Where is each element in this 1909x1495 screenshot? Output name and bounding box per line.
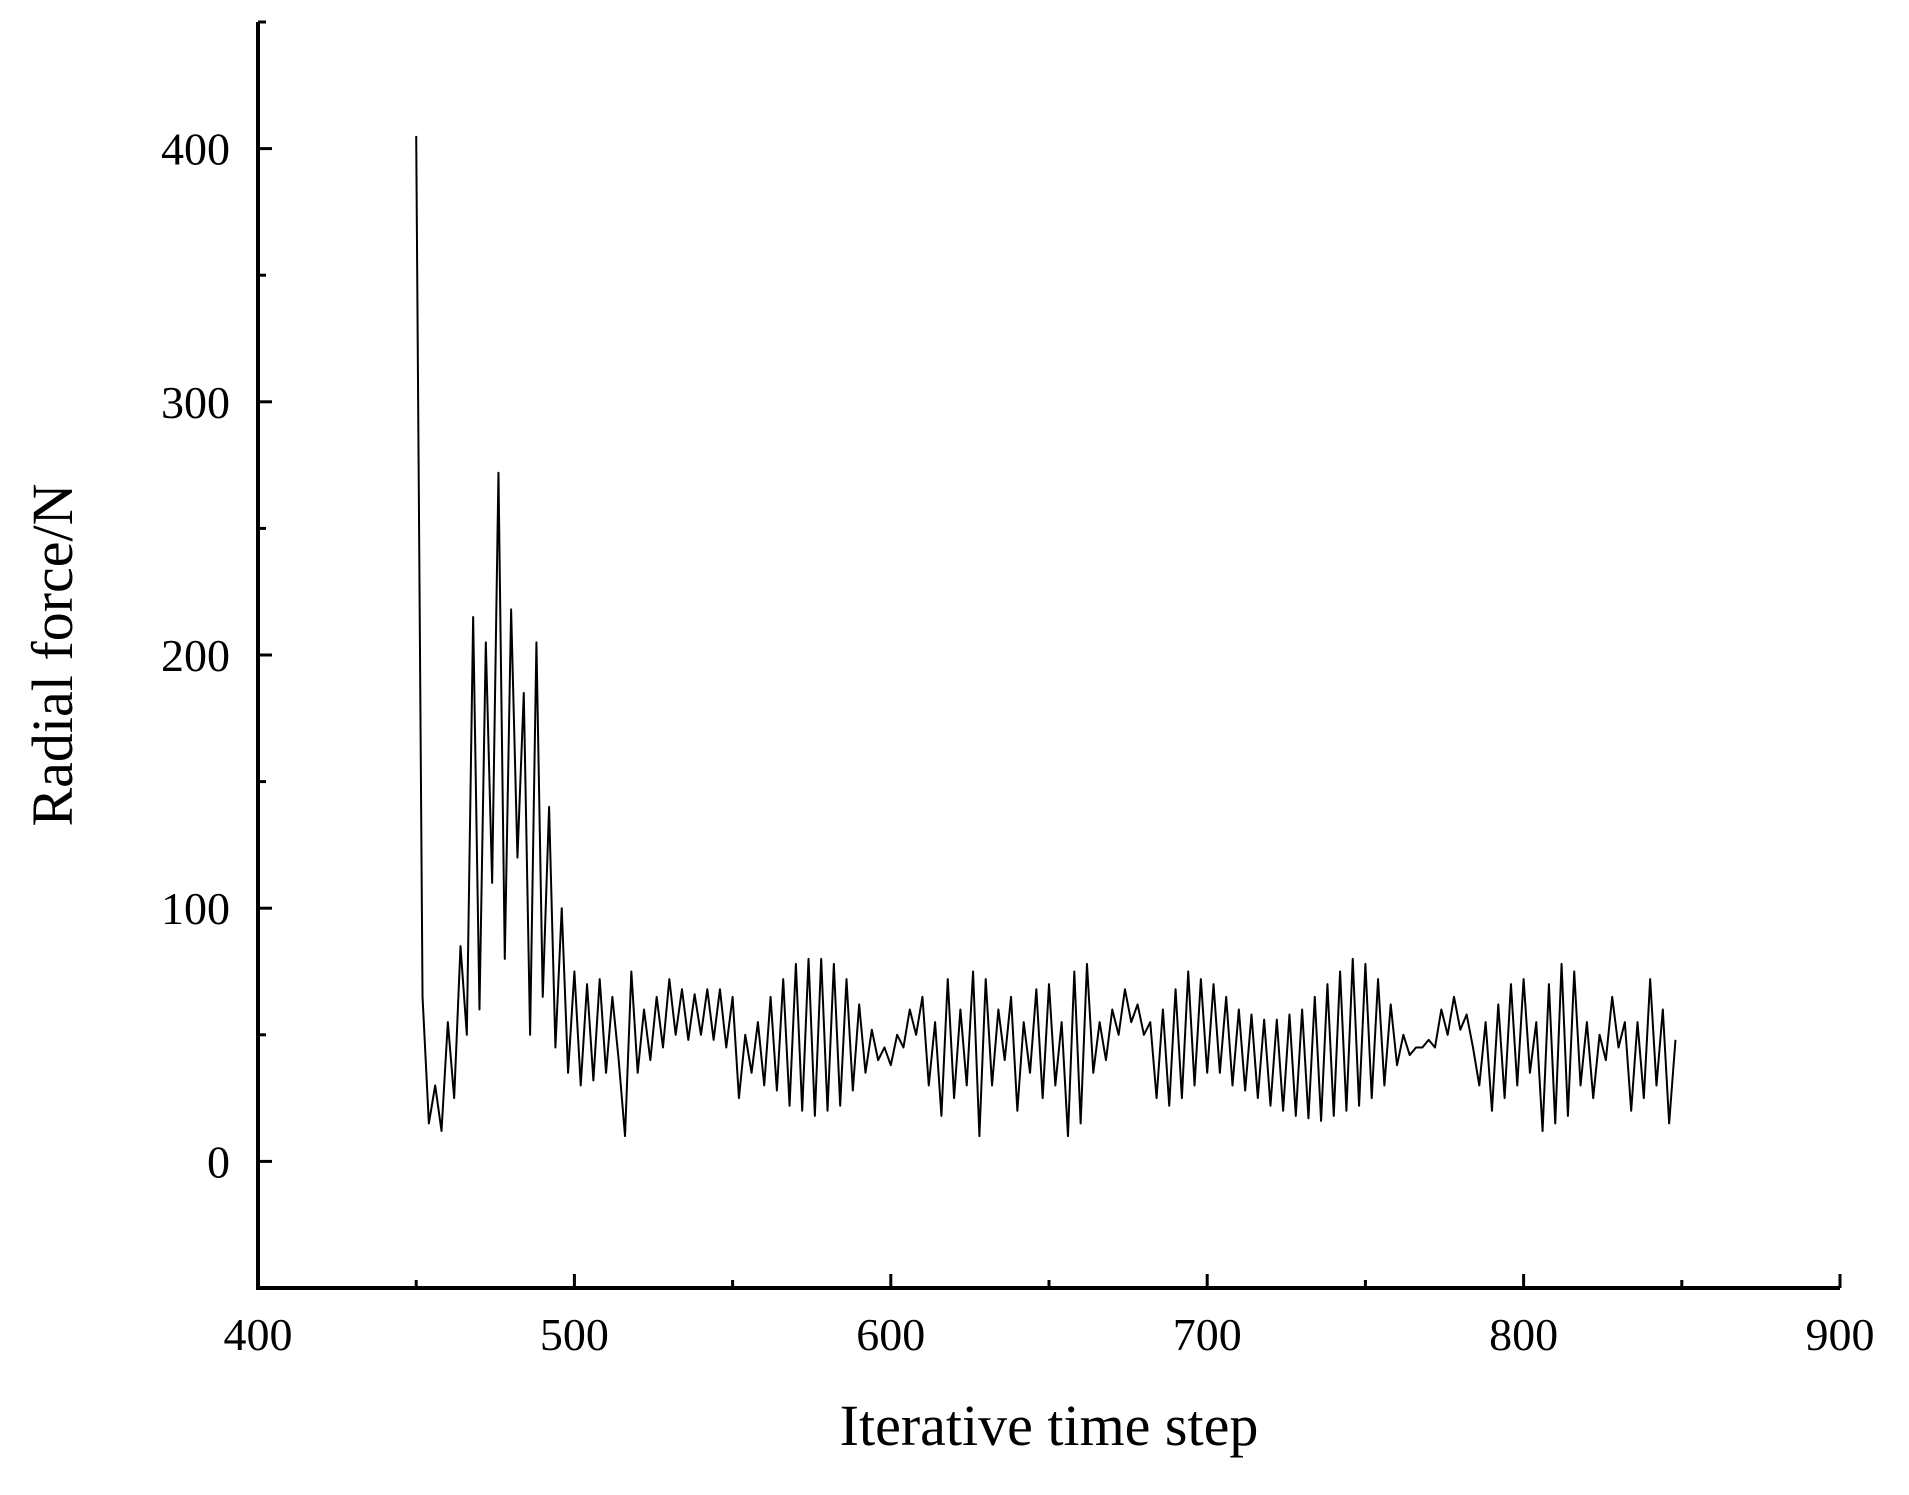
- data-line: [415, 135, 1677, 1138]
- x-tick-label: 500: [540, 1309, 609, 1360]
- y-tick-label: 0: [207, 1136, 230, 1187]
- x-tick-label: 600: [856, 1309, 925, 1360]
- y-axis-title: Radial force/N: [20, 483, 85, 826]
- x-tick-label: 400: [224, 1309, 293, 1360]
- y-tick-label: 300: [161, 377, 230, 428]
- y-tick-label: 100: [161, 883, 230, 934]
- x-tick-label: 900: [1806, 1309, 1875, 1360]
- y-tick-label: 200: [161, 630, 230, 681]
- x-tick-label: 800: [1489, 1309, 1558, 1360]
- x-axis-title: Iterative time step: [840, 1393, 1259, 1458]
- y-tick-label: 400: [161, 124, 230, 175]
- x-tick-label: 700: [1173, 1309, 1242, 1360]
